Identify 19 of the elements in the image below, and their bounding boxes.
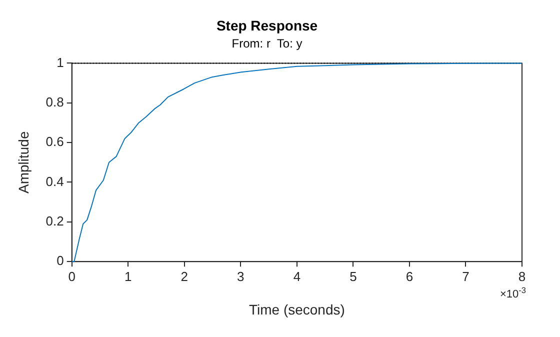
y-tick-label: 0.6 xyxy=(46,134,64,150)
x-tick-label: 7 xyxy=(462,268,470,284)
y-tick-label: 0.4 xyxy=(46,174,64,189)
y-axis-title: Amplitude xyxy=(15,131,32,194)
x-tick-label: 6 xyxy=(406,268,414,284)
y-tick-label: 0.8 xyxy=(46,94,64,110)
x-tick-label: 8 xyxy=(518,268,526,284)
chart-subtitle: From: r To: y xyxy=(232,36,302,50)
chart-title: Step Response xyxy=(216,17,318,34)
y-tick-label: 0 xyxy=(56,253,64,268)
y-tick-label: 1 xyxy=(56,54,64,70)
x-tick-label: 0 xyxy=(68,268,76,284)
x-tick-label: 4 xyxy=(293,268,301,284)
x-tick-label: 5 xyxy=(350,268,357,284)
y-tick-label: 0.2 xyxy=(46,214,64,228)
x-tick-label: 1 xyxy=(124,268,132,284)
x-axis-title: Time (seconds) xyxy=(248,301,345,318)
x-tick-label: 2 xyxy=(180,268,188,284)
x-tick-label: 3 xyxy=(237,268,244,284)
